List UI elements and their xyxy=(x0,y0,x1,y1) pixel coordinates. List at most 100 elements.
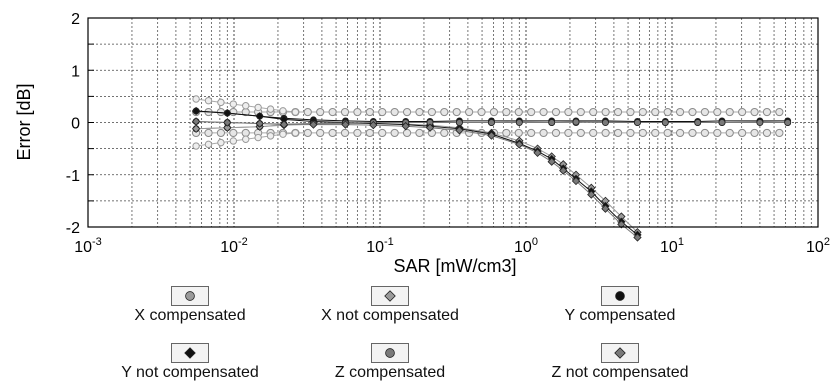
band-marker xyxy=(750,107,759,117)
x-tick-label: 102 xyxy=(806,236,830,256)
x-axis-label: SAR [mW/cm3] xyxy=(393,256,516,276)
x-tick-label: 10-3 xyxy=(74,236,102,256)
x-tick-base: 10 xyxy=(514,239,532,256)
band-marker xyxy=(378,128,387,138)
series-6 xyxy=(191,117,642,242)
x-tick-label: 101 xyxy=(660,236,684,256)
x-tick-label: 10-2 xyxy=(220,236,248,256)
band-marker xyxy=(589,128,598,138)
band-marker xyxy=(638,107,647,117)
band-envelope-marker xyxy=(229,100,238,108)
band-marker xyxy=(514,107,523,117)
band-marker xyxy=(539,107,548,117)
data-point xyxy=(279,120,289,129)
data-point xyxy=(455,119,463,126)
band-marker xyxy=(514,128,523,138)
band-marker xyxy=(651,107,660,117)
band-envelope-marker xyxy=(291,129,300,137)
x-tick-exponent: 0 xyxy=(532,236,538,248)
band-marker xyxy=(229,107,238,117)
legend-swatch xyxy=(601,286,639,306)
band-marker xyxy=(688,107,697,117)
band-marker xyxy=(229,128,238,138)
data-point xyxy=(223,123,232,132)
band-marker xyxy=(353,128,362,138)
band-envelope-marker xyxy=(204,96,213,105)
band-envelope-marker xyxy=(279,130,287,138)
band-marker xyxy=(415,128,424,138)
x-tick-labels: 10-3 10-2 10-1 100 101 102 xyxy=(74,236,830,256)
x-tick-base: 10 xyxy=(220,239,238,256)
data-point xyxy=(587,190,596,199)
band-marker xyxy=(440,128,449,138)
band-marker xyxy=(303,107,312,117)
legend-item: Z not compensated xyxy=(520,343,720,382)
band-marker xyxy=(613,128,623,138)
band-marker xyxy=(402,107,412,117)
band-marker xyxy=(353,107,362,117)
band-marker xyxy=(775,107,784,117)
band-marker xyxy=(340,128,350,138)
band-marker xyxy=(316,128,325,138)
legend-marker xyxy=(384,290,396,302)
series-line xyxy=(196,110,638,236)
band-envelope-marker xyxy=(266,105,275,113)
legend-label: Y not compensated xyxy=(121,364,259,381)
x-tick-base: 10 xyxy=(366,239,384,256)
band-envelope-marker xyxy=(266,132,275,140)
legend-label: Z not compensated xyxy=(551,364,689,381)
x-tick-label: 10-1 xyxy=(366,236,394,256)
band-envelope-marker xyxy=(192,142,200,150)
series-line xyxy=(196,121,638,238)
legend-item: Y not compensated xyxy=(90,343,290,382)
legend-marker xyxy=(385,348,395,358)
data-point xyxy=(601,204,610,213)
band-marker xyxy=(713,107,722,117)
data-point xyxy=(633,233,642,242)
x-tick-base: 10 xyxy=(806,239,824,256)
band-marker xyxy=(750,128,759,138)
legend-label: X compensated xyxy=(134,307,246,324)
band-marker xyxy=(725,128,734,138)
data-point xyxy=(718,119,726,126)
data-point xyxy=(455,126,464,135)
legend-item: X not compensated xyxy=(290,286,490,325)
band-marker xyxy=(775,128,784,138)
x-tick-exponent: 1 xyxy=(678,236,684,248)
data-point xyxy=(548,119,556,126)
x-tick-exponent: -3 xyxy=(92,236,102,248)
band-envelope-marker xyxy=(242,135,250,143)
x-tick-base: 10 xyxy=(660,239,678,256)
data-point xyxy=(425,123,435,132)
band-marker xyxy=(688,128,697,138)
legend-label: X not compensated xyxy=(321,307,459,324)
band-marker xyxy=(700,128,710,138)
band-marker xyxy=(539,128,548,138)
legend-swatch xyxy=(371,286,409,306)
legend-marker-shape xyxy=(384,290,396,302)
band-marker xyxy=(762,128,772,138)
band-marker xyxy=(601,107,610,117)
band-envelope-marker xyxy=(229,137,238,145)
band-marker xyxy=(675,107,685,117)
data-point xyxy=(191,124,201,133)
band-marker xyxy=(663,107,672,117)
legend-swatch xyxy=(171,343,209,363)
data-point xyxy=(488,119,495,126)
data-point xyxy=(571,176,581,186)
x-tick-exponent: -1 xyxy=(384,236,394,248)
band-marker xyxy=(663,128,672,138)
data-point xyxy=(756,119,764,126)
y-tick-label: 1 xyxy=(71,63,80,80)
data-point xyxy=(634,119,641,126)
legend-marker-shape xyxy=(185,291,195,301)
band-marker xyxy=(502,107,511,117)
band-marker xyxy=(564,128,573,138)
plot-frame xyxy=(87,17,819,228)
band-marker xyxy=(427,107,436,117)
band-envelope-marker xyxy=(217,138,225,147)
data-point xyxy=(191,106,201,116)
band-marker xyxy=(738,128,747,138)
band-marker xyxy=(452,107,461,117)
y-tick-label: -1 xyxy=(66,168,80,185)
